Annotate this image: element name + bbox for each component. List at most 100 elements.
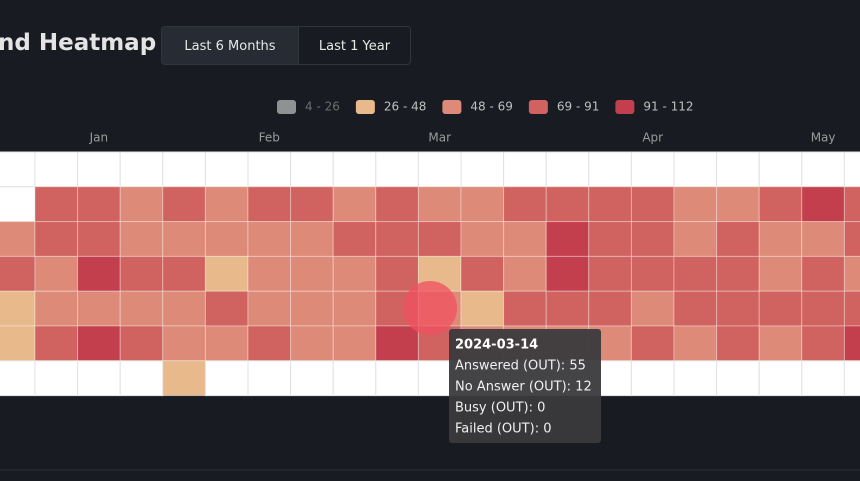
heat-cell[interactable] [247,186,292,223]
heat-cell[interactable] [630,186,675,223]
heat-cell[interactable] [801,221,845,257]
heat-cell[interactable] [290,186,334,223]
heat-cell[interactable] [290,290,334,327]
heat-cell[interactable] [460,221,505,257]
heat-cell[interactable] [801,325,845,362]
heat-cell[interactable] [34,325,79,362]
heat-cell[interactable] [375,186,419,223]
heat-cell[interactable] [503,255,547,292]
heat-cell[interactable] [716,290,760,327]
heat-cell[interactable] [503,290,547,327]
heat-cell[interactable] [545,186,590,223]
heat-cell[interactable] [34,290,79,327]
heat-cell[interactable] [77,325,121,362]
heat-cell[interactable] [77,290,121,327]
heat-cell[interactable] [545,255,590,292]
heat-cell[interactable] [673,325,718,362]
heat-cell[interactable] [162,325,206,362]
heat-cell[interactable] [204,186,249,223]
heat-cell[interactable] [460,255,505,292]
heat-cell[interactable] [204,221,249,257]
heat-cell[interactable] [332,290,377,327]
heat-cell[interactable] [0,290,36,327]
heat-cell[interactable] [247,290,292,327]
heat-cell[interactable] [375,325,419,362]
legend-swatch[interactable] [528,100,548,114]
heat-cell[interactable] [119,186,164,223]
heat-cell[interactable] [119,221,164,257]
heat-cell[interactable] [588,255,632,292]
heat-cell[interactable] [77,186,121,223]
heat-cell[interactable] [673,255,718,292]
heat-cell[interactable] [758,290,803,327]
heat-cell[interactable] [843,186,860,223]
heat-cell[interactable] [119,290,164,327]
legend-swatch[interactable] [615,100,635,114]
legend-swatch[interactable] [355,100,375,114]
heat-cell[interactable] [162,221,206,257]
heat-cell[interactable] [247,255,292,292]
heat-cell[interactable] [460,290,505,327]
heat-cell[interactable] [204,290,249,327]
heat-cell[interactable] [375,221,419,257]
heat-cell[interactable] [758,325,803,362]
heat-cell[interactable] [630,221,675,257]
heat-cell[interactable] [630,325,675,362]
heat-cell[interactable] [716,221,760,257]
heat-cell[interactable] [34,221,79,257]
heat-cell[interactable] [119,255,164,292]
heat-cell[interactable] [162,360,206,397]
heat-cell[interactable] [77,255,121,292]
heat-cell[interactable] [247,325,292,362]
legend-swatch[interactable] [442,100,462,114]
heat-cell[interactable] [801,290,845,327]
heat-cell[interactable] [34,255,79,292]
heat-cell[interactable] [758,221,803,257]
heat-cell[interactable] [332,186,377,223]
heat-cell[interactable] [247,221,292,257]
heat-cell[interactable] [162,290,206,327]
heat-cell[interactable] [843,325,860,362]
heat-cell[interactable] [545,221,590,257]
heat-cell[interactable] [801,186,845,223]
heat-cell[interactable] [0,255,36,292]
heat-cell[interactable] [588,290,632,327]
heat-cell[interactable] [673,186,718,223]
range-button[interactable]: Last 1 Year [298,26,411,65]
heat-cell[interactable] [332,221,377,257]
heat-cell[interactable] [119,325,164,362]
heat-cell[interactable] [843,290,860,327]
heat-cell[interactable] [630,290,675,327]
heat-cell[interactable] [417,221,462,257]
heat-cell[interactable] [588,186,632,223]
heat-cell[interactable] [801,255,845,292]
heat-cell[interactable] [843,255,860,292]
heat-cell[interactable] [0,325,36,362]
heat-cell[interactable] [204,255,249,292]
heat-cell[interactable] [34,186,79,223]
heat-cell[interactable] [843,221,860,257]
heat-cell[interactable] [375,255,419,292]
heat-cell[interactable] [545,290,590,327]
heat-cell[interactable] [417,186,462,223]
heat-cell[interactable] [503,186,547,223]
heat-cell[interactable] [460,186,505,223]
heat-cell[interactable] [332,255,377,292]
heat-cell[interactable] [77,221,121,257]
heat-cell[interactable] [630,255,675,292]
heat-cell[interactable] [758,186,803,223]
heat-cell[interactable] [290,255,334,292]
heat-cell[interactable] [716,325,760,362]
heat-cell[interactable] [0,221,36,257]
heat-cell[interactable] [716,186,760,223]
heat-cell[interactable] [290,325,334,362]
heat-cell[interactable] [162,255,206,292]
heat-cell[interactable] [332,325,377,362]
heat-cell[interactable] [290,221,334,257]
heat-cell[interactable] [758,255,803,292]
heat-cell[interactable] [673,290,718,327]
heat-cell[interactable] [204,325,249,362]
heat-cell[interactable] [503,221,547,257]
heat-cell[interactable] [716,255,760,292]
heat-cell[interactable] [673,221,718,257]
